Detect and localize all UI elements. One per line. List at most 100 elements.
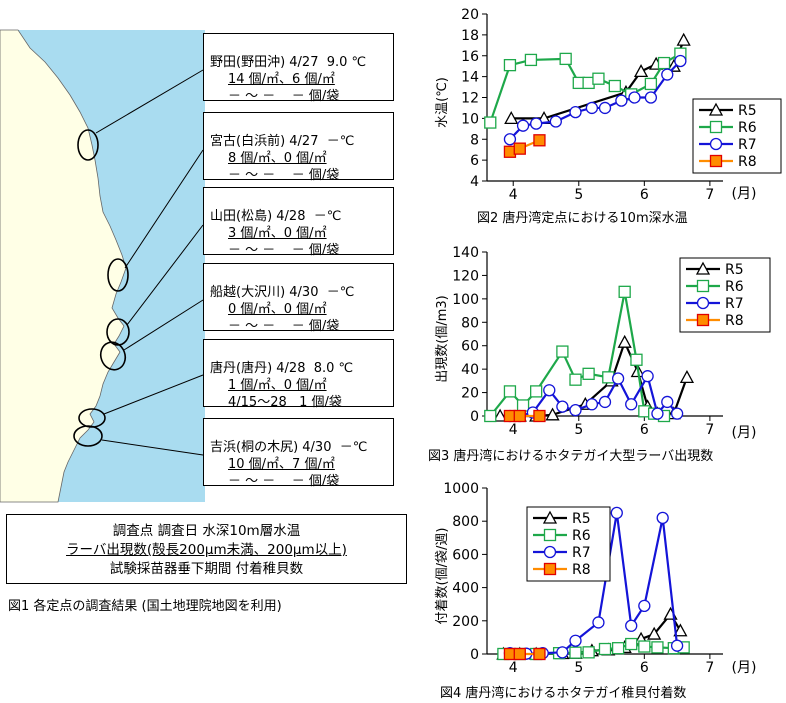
data-point	[512, 408, 527, 422]
data-point	[641, 370, 654, 383]
data-point	[568, 645, 583, 659]
data-point	[625, 88, 638, 101]
data-point	[617, 334, 632, 348]
legend-label: R6	[572, 528, 591, 544]
data-point	[667, 642, 680, 655]
data-point	[503, 647, 517, 661]
station-info: 宮古(白浜前) 4/27 －℃	[210, 134, 355, 149]
data-point	[569, 105, 582, 119]
data-point	[602, 371, 615, 384]
x-axis-label: (月)	[732, 660, 757, 676]
data-point	[582, 646, 595, 659]
survey-point-noda[interactable]	[77, 129, 99, 161]
y-tick-label: 400	[452, 581, 479, 597]
data-point	[513, 409, 526, 423]
legend-frame	[679, 257, 771, 333]
y-tick-label: 12	[461, 91, 479, 107]
data-point	[628, 91, 641, 104]
data-point	[618, 285, 631, 298]
spat-count: － ～ － － 個/袋	[228, 243, 340, 258]
data-point	[696, 279, 710, 293]
y-tick-label: 10	[461, 111, 479, 127]
x-tick-label: 6	[640, 187, 649, 203]
series-line	[509, 373, 678, 418]
y-tick-label: 80	[461, 315, 479, 331]
data-point	[503, 385, 517, 398]
data-point	[608, 79, 621, 93]
data-point	[618, 84, 634, 98]
survey-point-funakoshi[interactable]	[97, 339, 129, 374]
data-point	[625, 619, 638, 632]
data-point	[536, 111, 552, 125]
survey-point-yamada[interactable]	[106, 318, 130, 346]
station-box-funakoshi: 船越(大沢川) 4/30 －℃ 0 個/㎡、0 個/㎡ － ～ － － 個/袋	[203, 263, 394, 334]
data-point	[677, 641, 690, 654]
series-line	[489, 291, 665, 418]
x-tick-label: 7	[705, 660, 714, 676]
data-point	[569, 403, 582, 417]
data-point	[638, 640, 651, 653]
y-tick-label: 0	[470, 647, 479, 663]
larva-count: 14 個/㎡、6 個/㎡	[228, 72, 335, 87]
data-point	[556, 646, 569, 659]
x-axis-label: (月)	[732, 186, 757, 202]
y-tick-label: 140	[452, 245, 479, 261]
data-point	[709, 137, 723, 151]
legend-item-R7: R7	[533, 545, 591, 561]
data-point	[661, 395, 674, 409]
chart-title: 図3 唐丹湾におけるホタテガイ大型ラーバ出現数	[428, 448, 713, 464]
legend-line-3: 試験採苗器垂下期間 付着稚貝数	[109, 561, 304, 577]
data-point	[585, 101, 599, 115]
data-point	[601, 642, 616, 656]
data-point	[647, 626, 662, 640]
station-box-noda: 野田(野田沖) 4/27 9.0 ℃ 14 個/㎡、6 個/㎡ － ～ － － …	[203, 33, 394, 104]
data-point	[598, 101, 612, 115]
legend-item-R6: R6	[533, 528, 591, 544]
legend-label: R5	[738, 103, 757, 119]
station-box-yamada: 山田(松島) 4/28 －℃ 3 個/㎡、0 個/㎡ － ～ － － 個/袋	[203, 187, 394, 258]
survey-point-yoshihama[interactable]	[73, 425, 103, 447]
data-point	[611, 642, 625, 655]
data-point	[578, 396, 593, 410]
data-point	[630, 364, 645, 378]
series-line	[500, 339, 688, 418]
x-tick-label: 7	[705, 422, 714, 438]
station-box-miyako: 宮古(白浜前) 4/27 －℃ 8 個/㎡、0 個/㎡ － ～ － － 個/袋	[203, 112, 394, 183]
data-point	[604, 373, 619, 387]
x-tick-label: 5	[574, 660, 583, 676]
y-tick-label: 120	[452, 268, 479, 284]
legend-item-R5: R5	[686, 261, 744, 278]
data-point	[556, 400, 569, 413]
data-point	[542, 510, 558, 524]
survey-point-miyako[interactable]	[107, 258, 129, 292]
data-point	[638, 599, 651, 613]
series-R8	[503, 647, 546, 661]
data-point	[533, 409, 546, 423]
series-line	[509, 139, 540, 153]
data-point	[663, 606, 678, 620]
land-area	[0, 29, 127, 503]
legend-label: R6	[725, 279, 744, 295]
chart-4: 0 200 400 600 800 1000 4 5 6 7 (月) 付着数(個/袋/週) 図4 唐丹湾…	[434, 481, 756, 701]
data-point	[569, 373, 582, 386]
larva-count: 8 個/㎡、0 個/㎡	[228, 151, 327, 166]
legend-line-2: ラーバ出現数(殻長200μm未満、200μm以上)	[66, 542, 347, 558]
data-point	[617, 640, 632, 654]
series-line	[503, 612, 682, 656]
y-tick-label: 600	[452, 547, 479, 563]
series-line	[509, 512, 679, 655]
y-tick-label: 100	[452, 292, 479, 308]
data-point	[526, 406, 540, 419]
spat-count: － ～ － － 個/袋	[228, 168, 340, 183]
station-info: 唐丹(唐丹) 4/28 8.0 ℃	[210, 361, 354, 376]
data-point	[513, 647, 526, 661]
data-point	[657, 56, 671, 70]
legend-label: R5	[725, 262, 744, 278]
x-axis-label: (月)	[732, 425, 757, 441]
legend-line-1: 調査点 調査日 水深10m層水温	[112, 523, 301, 539]
data-point	[584, 643, 599, 657]
data-point	[543, 384, 556, 397]
data-point	[661, 68, 674, 81]
